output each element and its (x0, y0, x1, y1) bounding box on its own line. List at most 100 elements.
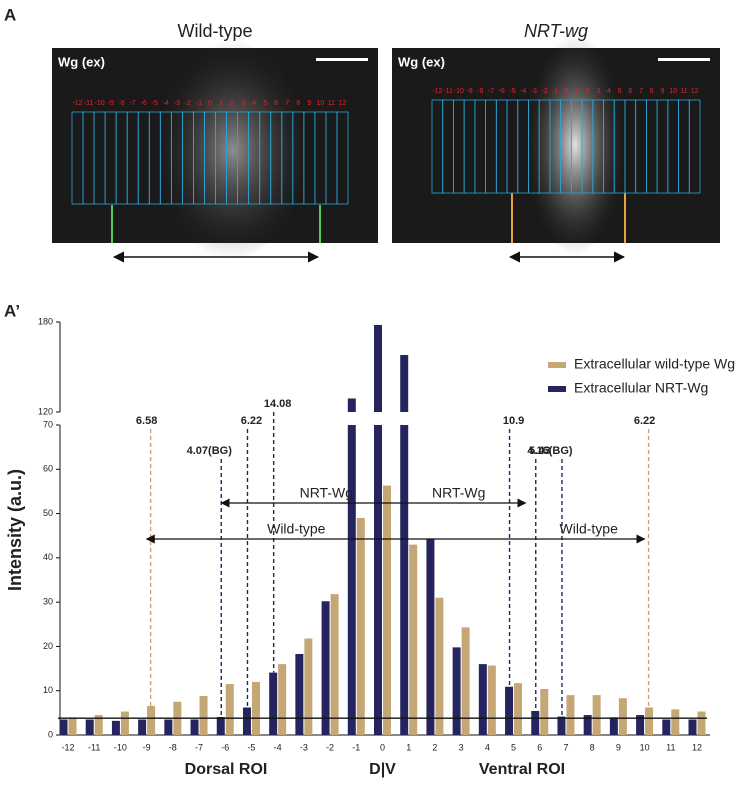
bar (435, 597, 444, 735)
roi-label: 9 (307, 100, 311, 107)
bar (557, 716, 566, 735)
bar (85, 719, 94, 735)
bar (242, 707, 251, 735)
x-tick-label: 1 (406, 742, 411, 752)
bar (295, 653, 304, 735)
roi-label: 6 (628, 88, 632, 95)
bar (111, 720, 120, 735)
y-tick-label: 120 (38, 406, 53, 416)
roi-label: 10 (317, 100, 325, 107)
roi-boxes: -12 -11 -10 -9 -8 -7 -6 -5 -4 -3 -2 -1 0 1 2 3 4 5 6 7 8 9 10 1… (71, 88, 701, 205)
annotation-label: 6.58 (136, 415, 157, 427)
x-tick-label: -12 (61, 742, 74, 752)
y-tick-label: 60 (43, 464, 53, 474)
bar (347, 398, 356, 735)
bar (540, 688, 549, 735)
annotation-label: 6.22 (241, 415, 262, 427)
bar (583, 715, 592, 735)
bar (400, 355, 409, 735)
roi-label: 5 (618, 88, 622, 95)
roi-label: -7 (130, 100, 136, 107)
bar (609, 717, 618, 735)
y-tick-label: 40 (43, 552, 53, 562)
x-tick-label: 2 (432, 742, 437, 752)
bar (330, 594, 339, 735)
bar (618, 698, 627, 735)
roi-label: -1 (196, 100, 202, 107)
image-wild-type: Wg (ex) (52, 40, 378, 260)
bar (487, 665, 496, 735)
roi-label: -11 (443, 88, 453, 95)
x-tick-label: 10 (640, 742, 650, 752)
roi-label: 0 (564, 88, 568, 95)
region-label: Dorsal ROI (185, 761, 268, 778)
y-tick-label: 0 (48, 729, 53, 739)
range-label: Wild-type (560, 521, 619, 537)
bar (190, 719, 199, 735)
roi-label: 2 (585, 88, 589, 95)
range-label: NRT-Wg (432, 485, 485, 501)
roi-label: -5 (152, 100, 158, 107)
legend-swatch (548, 386, 566, 392)
bar (68, 717, 77, 735)
roi-label: -3 (531, 88, 537, 95)
annotation-label: 10.9 (503, 415, 524, 427)
roi-label: -7 (488, 88, 494, 95)
bar (697, 711, 706, 735)
bar (688, 719, 697, 735)
roi-label: 0 (208, 100, 212, 107)
x-tick-label: 8 (590, 742, 595, 752)
x-tick-label: -4 (274, 742, 282, 752)
x-tick-label: 4 (485, 742, 490, 752)
roi-label: 4 (252, 100, 256, 107)
image-nrt-wg: Wg (ex) (392, 35, 720, 255)
bar (514, 683, 523, 735)
annotation-label: 14.08 (264, 398, 292, 410)
bar (199, 696, 208, 735)
y-tick-label: 20 (43, 641, 53, 651)
bar (478, 664, 487, 735)
x-tick-label: 5 (511, 742, 516, 752)
y-tick-label: 30 (43, 597, 53, 607)
roi-label: 7 (285, 100, 289, 107)
roi-label: 11 (328, 100, 335, 107)
x-tick-label: -10 (114, 742, 127, 752)
roi-label: -6 (141, 100, 147, 107)
bar (592, 695, 601, 735)
bar (461, 627, 470, 735)
x-tick-label: 9 (616, 742, 621, 752)
panel-label: A (4, 5, 16, 24)
roi-column (336, 111, 349, 205)
roi-label: 3 (241, 100, 245, 107)
roi-label: -11 (84, 100, 94, 107)
y-tick-label: 10 (43, 685, 53, 695)
roi-label: -10 (95, 100, 105, 107)
region-label: Ventral ROI (479, 761, 565, 778)
panel-label: A’ (4, 301, 20, 320)
roi-label: 4 (607, 88, 611, 95)
bar (321, 601, 330, 735)
bar (59, 719, 68, 735)
image-tag: Wg (ex) (58, 54, 105, 69)
bar (356, 518, 365, 735)
roi-label: -8 (119, 100, 125, 107)
bar (251, 681, 260, 735)
range-label: Wild-type (267, 521, 326, 537)
legend-label: Extracellular wild-type Wg (574, 356, 735, 372)
roi-label: -3 (174, 100, 180, 107)
bar (662, 719, 671, 735)
roi-label: 6 (274, 100, 278, 107)
roi-label: 9 (661, 88, 665, 95)
x-tick-label: -5 (247, 742, 255, 752)
chart: A’Intensity (a.u.)010203040506070120180-… (4, 301, 735, 778)
x-tick-label: 0 (380, 742, 385, 752)
roi-label: 8 (650, 88, 654, 95)
roi-column (688, 99, 701, 194)
y-axis-label: Intensity (a.u.) (5, 469, 25, 591)
bar (147, 705, 156, 735)
x-tick-label: 11 (666, 742, 675, 752)
roi-label: -8 (477, 88, 483, 95)
legend-label: Extracellular NRT-Wg (574, 380, 708, 396)
annotation-label: 4.16(BG) (527, 445, 573, 457)
